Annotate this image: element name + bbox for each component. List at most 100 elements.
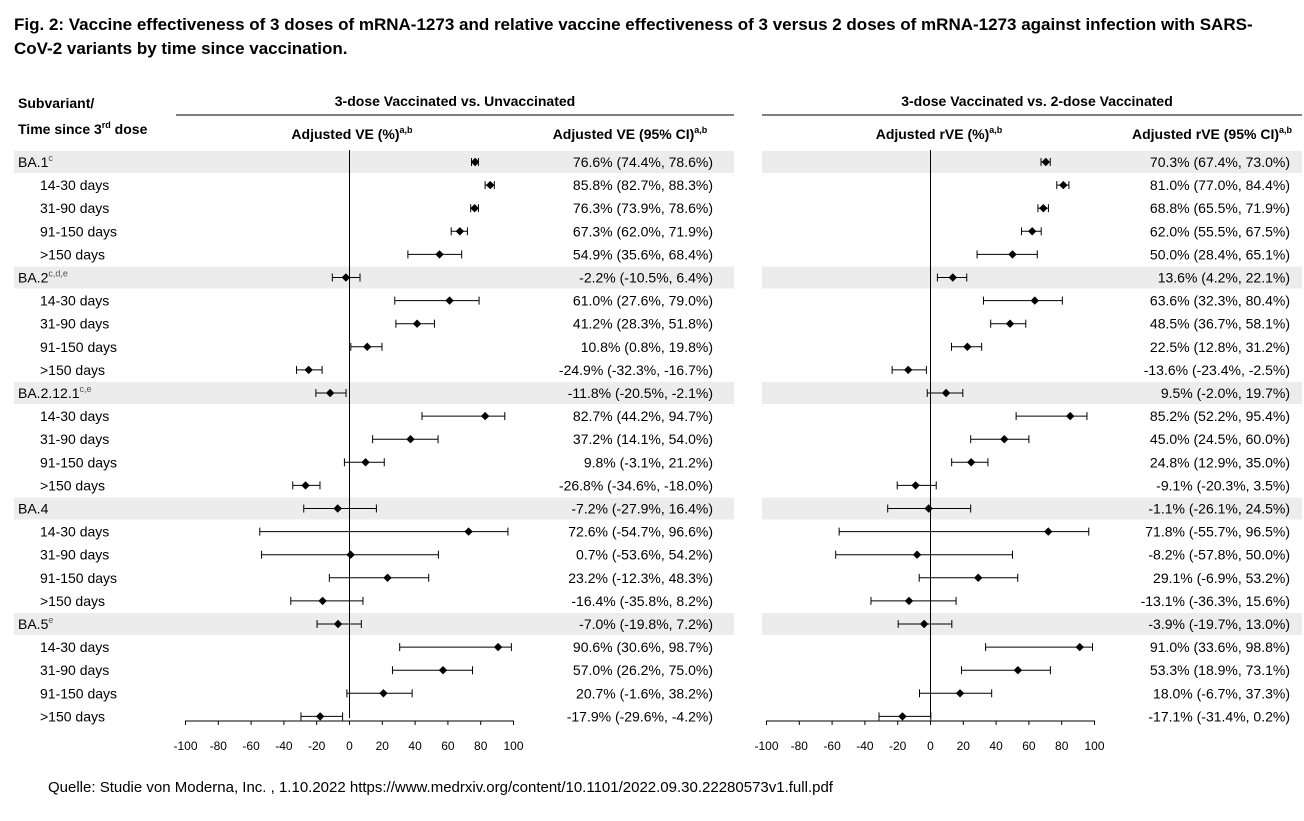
subvariant-label: BA.5e [18, 615, 53, 632]
ci-value-text: -24.9% (-32.3%, -16.7%) [559, 362, 713, 378]
point-estimate [912, 550, 922, 559]
ci-value-text: -13.6% (-23.4%, -2.5%) [1144, 362, 1290, 378]
ci-value-text: 37.2% (14.1%, 54.0%) [573, 431, 713, 447]
x-tick-label: 80 [1055, 739, 1069, 753]
x-tick-label: -100 [173, 739, 197, 753]
ci-value-text: 91.0% (33.6%, 98.8%) [1150, 639, 1290, 655]
panel-1-ci-header: Adjusted VE (95% CI)a,b [553, 125, 708, 142]
point-estimate [301, 481, 310, 490]
x-tick-label: -20 [308, 739, 326, 753]
figure-title-line-1: Fig. 2: Vaccine effectiveness of 3 doses… [14, 15, 1253, 34]
ci-value-text: 9.8% (-3.1%, 21.2%) [584, 454, 713, 470]
point-estimate [966, 458, 976, 467]
ci-value-text: 10.8% (0.8%, 19.8%) [581, 339, 713, 355]
ci-value-text: -16.4% (-35.8%, 8.2%) [571, 593, 713, 609]
time-window-label: 14-30 days [40, 524, 109, 540]
ci-value-text: 18.0% (-6.7%, 37.3%) [1153, 685, 1290, 701]
group-band [762, 497, 1302, 520]
ci-value-text: 76.6% (74.4%, 78.6%) [573, 154, 713, 170]
panel-2-ci-header: Adjusted rVE (95% CI)a,b [1132, 125, 1293, 142]
row-labels: BA.1c 14-30 days 31-90 days 91-150 days >150… [18, 153, 117, 724]
time-window-label: >150 days [40, 246, 105, 262]
point-estimate [1041, 157, 1050, 167]
point-estimate [1030, 296, 1040, 305]
group-band [14, 613, 734, 635]
source-note: Quelle: Studie von Moderna, Inc. , 1.10.… [48, 779, 834, 796]
time-window-label: >150 days [40, 708, 105, 724]
point-estimate [361, 458, 370, 467]
point-estimate [974, 573, 983, 582]
time-window-label: 31-90 days [40, 547, 109, 563]
ci-value-text: -7.0% (-19.8%, 7.2%) [579, 616, 713, 632]
row-header-line-1: Subvariant/ [18, 95, 94, 111]
row-header-line-2: Time since 3rd dose [18, 120, 148, 137]
ci-value-text: 71.8% (-55.7%, 96.5%) [1145, 524, 1290, 540]
point-estimate [1000, 435, 1009, 444]
group-band [762, 266, 1302, 289]
x-tick-label: 100 [1084, 739, 1104, 753]
ci-value-text: -11.8% (-20.5%, -2.1%) [568, 385, 713, 401]
x-tick-label: 80 [474, 739, 488, 753]
point-estimate [455, 227, 465, 236]
point-estimate [919, 619, 929, 629]
point-estimate [445, 296, 454, 305]
group-band [14, 382, 734, 404]
time-window-label: >150 days [40, 362, 105, 378]
point-estimate [363, 342, 372, 351]
point-estimate [1013, 666, 1023, 675]
ci-value-text: 72.6% (-54.7%, 96.6%) [568, 524, 713, 540]
ci-value-text: 24.8% (12.9%, 35.0%) [1150, 454, 1290, 470]
point-estimate [1027, 227, 1037, 236]
ci-value-text: 0.7% (-53.6%, 54.2%) [576, 547, 713, 563]
ci-value-text: 41.2% (28.3%, 51.8%) [573, 316, 713, 332]
ci-value-text: 23.2% (-12.3%, 48.3%) [568, 570, 713, 586]
point-estimate [911, 481, 920, 490]
x-tick-label: -80 [210, 739, 228, 753]
point-estimate [1005, 319, 1015, 328]
ci-value-text: 54.9% (35.6%, 68.4%) [573, 246, 713, 262]
point-estimate [1075, 642, 1084, 652]
point-estimate [341, 273, 351, 282]
time-window-label: 14-30 days [40, 408, 109, 424]
ci-value-text: 63.6% (32.3%, 80.4%) [1150, 293, 1290, 309]
time-window-label: 91-150 days [40, 454, 117, 470]
point-estimate [1044, 527, 1053, 536]
ci-value-text: 9.5% (-2.0%, 19.7%) [1161, 385, 1290, 401]
point-estimate [1066, 411, 1075, 421]
panel-1-plot-header: Adjusted VE (%)a,b [291, 125, 413, 142]
ci-value-text: 53.3% (18.9%, 73.1%) [1150, 662, 1290, 678]
x-tick-label: 100 [503, 739, 523, 753]
point-estimate [904, 596, 914, 606]
ci-value-text: -13.1% (-36.3%, 15.6%) [1141, 593, 1290, 609]
point-estimate [379, 689, 388, 698]
time-window-label: >150 days [40, 477, 105, 493]
time-window-label: 91-150 days [40, 339, 117, 355]
x-tick-label: 60 [441, 739, 455, 753]
point-estimate [315, 712, 325, 721]
point-estimate [412, 319, 422, 328]
subvariant-label: BA.2.12.1c,e [18, 384, 92, 401]
point-estimate [464, 527, 473, 536]
ci-value-text: 45.0% (24.5%, 60.0%) [1150, 431, 1290, 447]
group-band [762, 613, 1302, 635]
time-window-label: 91-150 days [40, 570, 117, 586]
ci-value-text: 85.8% (82.7%, 88.3%) [573, 177, 713, 193]
x-tick-label: 40 [408, 739, 422, 753]
point-estimate [898, 712, 907, 721]
panel-2-forest: -100 -80 -60 -40 -20 0 20 40 60 80 100 70.3% (67.4%… [754, 150, 1290, 753]
time-window-label: 14-30 days [40, 293, 109, 309]
time-window-label: 14-30 days [40, 639, 109, 655]
x-tick-label: 60 [1022, 739, 1036, 753]
group-band [14, 151, 734, 173]
point-estimate [333, 619, 343, 629]
x-tick-label: -60 [242, 739, 260, 753]
point-estimate [325, 388, 335, 398]
point-estimate [1059, 180, 1068, 190]
x-tick-label: -60 [823, 739, 841, 753]
x-tick-label: -80 [791, 739, 809, 753]
panel-1-group-title: 3-dose Vaccinated vs. Unvaccinated [335, 93, 575, 109]
ci-value-text: -3.9% (-19.7%, 13.0%) [1148, 616, 1290, 632]
ci-value-text: -2.2% (-10.5%, 6.4%) [579, 270, 713, 286]
point-estimate [941, 388, 951, 398]
ci-value-text: 29.1% (-6.9%, 53.2%) [1153, 570, 1290, 586]
